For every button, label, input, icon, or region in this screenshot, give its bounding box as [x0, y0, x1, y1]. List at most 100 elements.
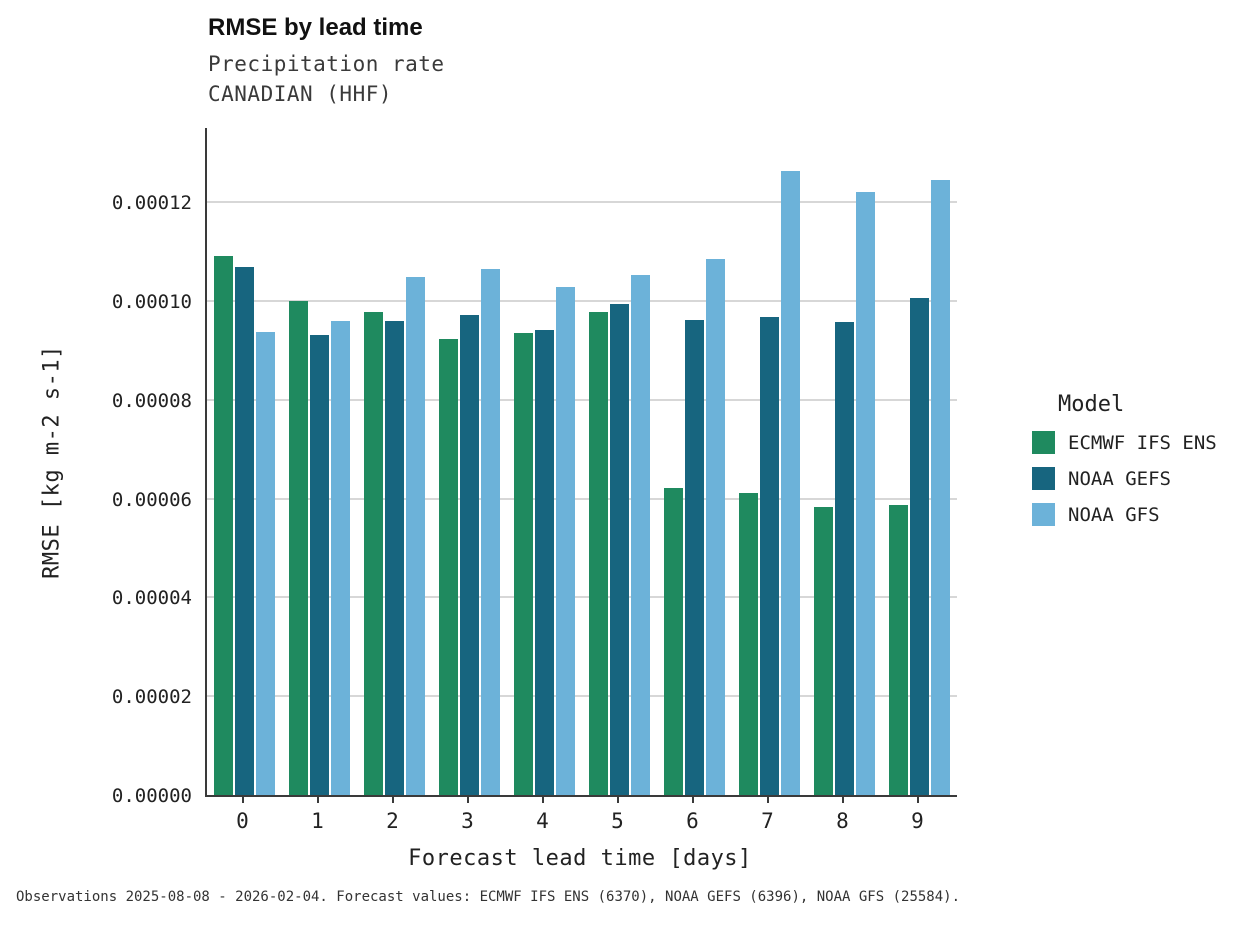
x-tick-cell: 7	[730, 797, 805, 833]
bar-group-day-4	[507, 128, 582, 795]
bar-noaa-gfs	[481, 268, 500, 795]
x-tick-mark	[241, 797, 244, 803]
gridline	[207, 398, 957, 401]
x-tick-cell: 0	[205, 797, 280, 833]
x-axis: 0 1 2 3 4 5 6 7 8 9	[205, 797, 955, 833]
legend-item-noaa-gfs: NOAA GFS	[1032, 503, 1242, 526]
legend-label: NOAA GFS	[1068, 503, 1160, 526]
x-tick-label: 4	[536, 809, 549, 833]
bar-noaa-gfs	[331, 320, 350, 795]
x-tick-mark	[691, 797, 694, 803]
bar-ecmwf-ifs-ens	[439, 338, 458, 795]
bar-noaa-gefs	[910, 298, 929, 795]
bar-ecmwf-ifs-ens	[214, 256, 233, 795]
x-tick-cell: 3	[430, 797, 505, 833]
bar-ecmwf-ifs-ens	[289, 300, 308, 795]
y-tick-label: 0.00000	[111, 785, 192, 807]
bar-noaa-gefs	[310, 334, 329, 795]
chart-subtitle-variable: Precipitation rate	[208, 52, 445, 76]
legend-label: NOAA GEFS	[1068, 467, 1171, 490]
bar-ecmwf-ifs-ens	[739, 492, 758, 795]
x-tick-cell: 2	[355, 797, 430, 833]
chart-title: RMSE by lead time	[208, 14, 423, 41]
y-tick-label: 0.00004	[111, 587, 192, 610]
bar-noaa-gefs	[685, 319, 704, 795]
x-tick-mark	[841, 797, 844, 803]
legend-item-noaa-gefs: NOAA GEFS	[1032, 467, 1242, 490]
gridline	[207, 596, 957, 599]
bar-noaa-gfs	[706, 258, 725, 795]
bar-noaa-gefs	[610, 304, 629, 795]
bar-group-day-9	[882, 128, 957, 795]
x-tick-label: 5	[611, 809, 624, 833]
bar-group-day-1	[282, 128, 357, 795]
bar-noaa-gefs	[235, 267, 254, 795]
x-tick-cell: 6	[655, 797, 730, 833]
bar-ecmwf-ifs-ens	[589, 311, 608, 795]
x-tick-label: 6	[686, 809, 699, 833]
x-tick-label: 7	[761, 809, 774, 833]
y-tick-label: 0.00002	[111, 686, 192, 709]
bar-ecmwf-ifs-ens	[814, 506, 833, 795]
x-tick-mark	[916, 797, 919, 803]
legend: Model ECMWF IFS ENS NOAA GEFS NOAA GFS	[1032, 392, 1242, 539]
bar-group-day-5	[582, 128, 657, 795]
legend-swatch	[1032, 467, 1055, 490]
y-axis-labels: 0.00000 0.00002 0.00004 0.00006 0.00008 0.000…	[0, 128, 192, 807]
bar-group-day-6	[657, 128, 732, 795]
x-tick-label: 2	[386, 809, 399, 833]
x-tick-label: 3	[461, 809, 474, 833]
legend-label: ECMWF IFS ENS	[1068, 431, 1217, 454]
chart-subtitle-station: CANADIAN (HHF)	[208, 82, 393, 106]
bar-noaa-gefs	[385, 320, 404, 795]
y-tick-label: 0.00006	[111, 488, 192, 511]
y-tick-label: 0.00012	[111, 192, 192, 215]
bar-noaa-gfs	[856, 192, 875, 795]
y-tick-label: 0.00010	[111, 290, 192, 313]
bar-ecmwf-ifs-ens	[364, 311, 383, 795]
x-tick-mark	[391, 797, 394, 803]
bar-noaa-gfs	[256, 332, 275, 795]
legend-item-ecmwf-ifs-ens: ECMWF IFS ENS	[1032, 431, 1242, 454]
legend-swatch	[1032, 503, 1055, 526]
bar-ecmwf-ifs-ens	[889, 504, 908, 795]
observations-caption: Observations 2025-08-08 - 2026-02-04. Fo…	[16, 889, 961, 905]
bar-noaa-gefs	[535, 329, 554, 795]
x-tick-mark	[616, 797, 619, 803]
y-tick-label: 0.00008	[111, 389, 192, 412]
bar-group-day-7	[732, 128, 807, 795]
bar-noaa-gfs	[556, 287, 575, 795]
x-tick-cell: 4	[505, 797, 580, 833]
x-tick-cell: 5	[580, 797, 655, 833]
bar-group-day-3	[432, 128, 507, 795]
bar-noaa-gfs	[781, 171, 800, 795]
gridline	[207, 299, 957, 302]
plot-area	[205, 128, 957, 797]
legend-items: ECMWF IFS ENS NOAA GEFS NOAA GFS	[1032, 431, 1242, 526]
gridline	[207, 695, 957, 698]
bar-group-day-0	[207, 128, 282, 795]
bar-ecmwf-ifs-ens	[514, 333, 533, 795]
bar-noaa-gfs	[631, 275, 650, 795]
bar-noaa-gefs	[835, 321, 854, 795]
x-tick-mark	[766, 797, 769, 803]
bar-groups	[207, 128, 957, 795]
gridline	[207, 497, 957, 500]
bar-noaa-gefs	[760, 316, 779, 795]
legend-swatch	[1032, 431, 1055, 454]
x-tick-cell: 1	[280, 797, 355, 833]
x-tick-label: 9	[911, 809, 924, 833]
x-tick-cell: 9	[880, 797, 955, 833]
x-tick-label: 8	[836, 809, 849, 833]
bar-group-day-8	[807, 128, 882, 795]
bar-noaa-gfs	[406, 277, 425, 795]
bar-ecmwf-ifs-ens	[664, 487, 683, 795]
gridline	[207, 201, 957, 204]
x-axis-label: Forecast lead time [days]	[408, 846, 752, 871]
x-tick-label: 0	[236, 809, 249, 833]
legend-title: Model	[1058, 392, 1125, 417]
bar-noaa-gefs	[460, 314, 479, 795]
bar-noaa-gfs	[931, 179, 950, 795]
bar-group-day-2	[357, 128, 432, 795]
